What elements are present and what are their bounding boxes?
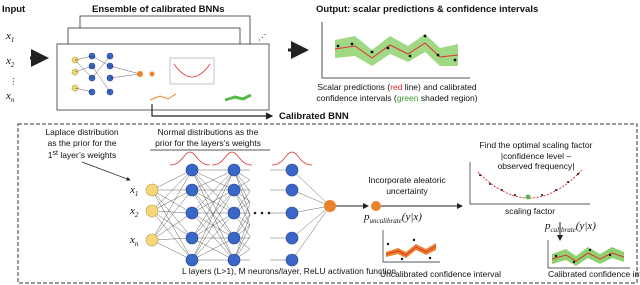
laplace-text: as the prior for the — [48, 138, 117, 148]
hidden-node — [285, 183, 299, 197]
calibrated-plot — [547, 240, 630, 269]
output-caption: confidence intervals (green shaded regio… — [316, 93, 477, 103]
uncal-caption: Uncalibrated confidence interval — [380, 269, 501, 279]
input-xn: xn — [5, 90, 15, 104]
window — [56, 43, 270, 111]
cal-caption: Calibrated confidence interval — [548, 269, 640, 279]
mini-network — [71, 52, 252, 102]
hidden-node — [227, 183, 241, 197]
output-node — [324, 200, 336, 212]
output-plot — [321, 22, 470, 79]
input-ellipsis: ⋮ — [9, 76, 18, 86]
hidden-node — [185, 206, 199, 220]
hidden-node — [285, 231, 299, 245]
arrow — [81, 161, 131, 181]
bnn-title: Calibrated BNN — [279, 111, 349, 122]
scaling-title: Find the optimal scaling factor — [480, 140, 593, 150]
network — [145, 163, 336, 267]
hidden-node — [185, 231, 199, 245]
output-caption: Scalar predictions (red line) and calibr… — [317, 82, 477, 92]
scaling-ylabel: |confidence level – — [501, 151, 572, 161]
input-node — [145, 233, 159, 247]
layout: Input x1 x2 ⋮ xn Ensemble of calibrated … — [2, 4, 640, 284]
output-node — [371, 201, 381, 211]
hidden-node — [285, 163, 299, 177]
hidden-node — [227, 231, 241, 245]
network-input: x1 — [129, 184, 138, 198]
network-input: x2 — [129, 205, 139, 219]
hidden-node — [227, 253, 241, 267]
network-caption: L layers (L>1), M neurons/layer, ReLU ac… — [182, 266, 396, 276]
arrow — [151, 104, 274, 120]
hidden-node — [185, 253, 199, 267]
dashed-box — [17, 123, 638, 284]
scaling-ylabel: observed frequency| — [498, 161, 575, 171]
p-uncalibrate: puncalibrate(y|x) — [363, 211, 422, 225]
normal-text: Normal distributions as the — [158, 127, 259, 137]
hidden-node — [227, 163, 241, 177]
layer-dots — [260, 211, 264, 215]
input-x2: x2 — [5, 55, 15, 69]
ensemble-title: Ensemble of calibrated BNNs — [92, 4, 225, 15]
scaling-xlabel: scaling factor — [505, 206, 555, 216]
laplace-text: 1st layer’s weights — [48, 150, 116, 160]
hidden-node — [285, 206, 299, 220]
laplace-text: Laplace distribution — [45, 127, 119, 137]
ensemble-ellipsis: ⋰ — [258, 32, 267, 42]
p-calibrate: pcalibrate(y|x) — [544, 220, 596, 234]
normal-text: prior for the layers’s weights — [155, 138, 261, 148]
connections — [151, 169, 331, 261]
hidden-node — [185, 163, 199, 177]
network-input: xn — [129, 234, 139, 248]
uncalibrated-plot — [382, 230, 440, 263]
input-node — [145, 183, 159, 197]
hidden-node — [227, 206, 241, 220]
input-x1: x1 — [5, 30, 14, 44]
hidden-node — [285, 253, 299, 267]
prior-curves — [169, 151, 313, 166]
input-title: Input — [2, 4, 26, 15]
aleatoric-text: Incorporate aleatoric — [368, 175, 446, 185]
input-node — [145, 204, 159, 218]
layer-dots — [253, 211, 257, 215]
aleatoric-text: uncertainty — [386, 186, 428, 196]
layer-dots — [267, 211, 271, 215]
hidden-node — [185, 183, 199, 197]
output-title: Output: scalar predictions & confidence … — [316, 4, 538, 15]
scaling-plot — [469, 162, 590, 205]
